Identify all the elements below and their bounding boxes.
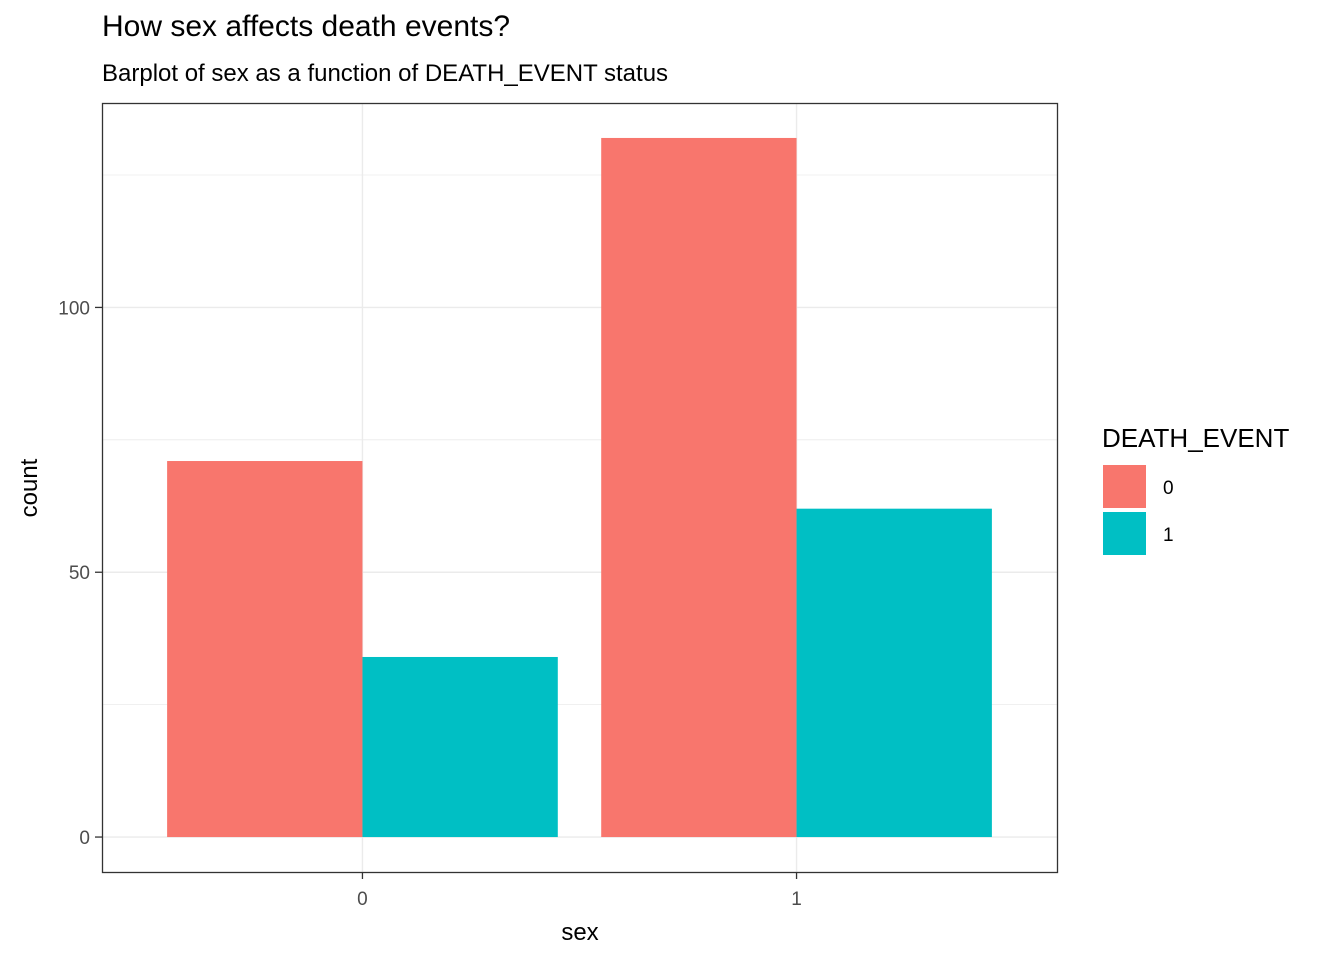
- chart-subtitle: Barplot of sex as a function of DEATH_EV…: [102, 60, 669, 87]
- bar-sex-0-death-event-0: [167, 461, 363, 838]
- y-tick-label: 100: [58, 298, 90, 319]
- bar-sex-1-death-event-0: [601, 137, 797, 838]
- x-axis-title: sex: [561, 919, 598, 946]
- legend-label-1: 1: [1163, 525, 1174, 546]
- panel-border: [101, 102, 1059, 874]
- bar-sex-0-death-event-1: [362, 656, 558, 838]
- legend: DEATH_EVENT 0 1: [1102, 423, 1289, 555]
- chart-title: How sex affects death events?: [102, 10, 511, 43]
- y-tick-label: 0: [79, 828, 90, 849]
- legend-key-0: [1103, 465, 1146, 508]
- legend-key-1: [1103, 512, 1146, 555]
- x-tick-label: 1: [791, 889, 802, 910]
- bars: [167, 137, 992, 838]
- y-tick-label: 50: [69, 563, 90, 584]
- legend-title: DEATH_EVENT: [1102, 423, 1289, 453]
- y-axis: 0 50 100: [58, 298, 102, 849]
- bar-sex-1-death-event-1: [796, 508, 992, 838]
- legend-label-0: 0: [1163, 478, 1174, 499]
- y-axis-title: count: [16, 458, 43, 517]
- x-tick-label: 0: [357, 889, 368, 910]
